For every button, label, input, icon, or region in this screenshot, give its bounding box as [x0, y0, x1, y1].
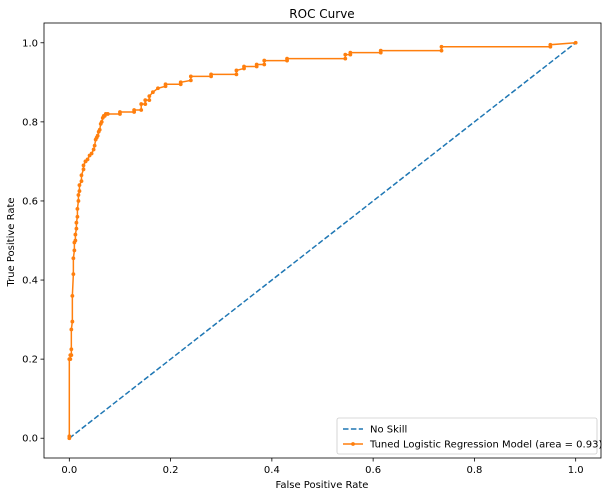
- data-point: [262, 58, 267, 63]
- legend: No Skill Tuned Logistic Regression Model …: [336, 417, 602, 455]
- data-point: [92, 143, 97, 148]
- axes: 0.0 0.2 0.4 0.6 0.8 1.0 0.0 0.2 0.4 0.6 0.8 1.0: [22, 22, 602, 476]
- x-tick-label: 0.0: [61, 465, 77, 476]
- data-point: [89, 151, 94, 156]
- x-tick-label: 0.8: [466, 465, 482, 476]
- data-point: [73, 232, 78, 237]
- data-point: [143, 102, 148, 106]
- data-point: [285, 56, 289, 61]
- legend-entry-label: No Skill: [370, 425, 407, 436]
- data-point: [262, 62, 267, 67]
- data-point: [348, 50, 353, 55]
- plot-area: [67, 40, 578, 441]
- data-point: [105, 112, 110, 116]
- data-point: [97, 127, 102, 132]
- y-tick-label: 0.0: [22, 434, 38, 445]
- data-point: [178, 80, 183, 85]
- data-point: [156, 86, 160, 91]
- data-point: [75, 206, 80, 211]
- legend-box: [336, 417, 598, 455]
- x-tick-label: 0.6: [365, 465, 381, 476]
- data-point: [139, 102, 144, 106]
- data-point: [79, 173, 84, 178]
- data-point: [343, 52, 348, 57]
- data-point: [188, 78, 193, 83]
- legend-entry-label: Tuned Logistic Regression Model (area = …: [369, 440, 602, 451]
- data-point: [71, 256, 76, 261]
- data-point: [79, 179, 84, 184]
- data-point: [242, 64, 246, 69]
- data-point: [73, 238, 78, 243]
- axes-frame: [43, 22, 602, 459]
- data-point: [67, 434, 72, 439]
- data-point: [71, 272, 76, 277]
- data-point: [70, 293, 75, 298]
- data-point: [378, 48, 383, 53]
- data-point: [85, 157, 90, 162]
- data-point: [72, 248, 77, 253]
- y-tick-label: 0.4: [22, 276, 38, 287]
- x-axis-label: False Positive Rate: [276, 480, 369, 491]
- data-point: [548, 42, 553, 47]
- data-point: [69, 347, 74, 352]
- data-point: [139, 108, 144, 112]
- data-point: [68, 357, 73, 362]
- data-point: [209, 72, 214, 77]
- data-point: [76, 199, 81, 203]
- y-tick-label: 0.2: [22, 355, 38, 366]
- data-point: [132, 108, 137, 112]
- data-point: [76, 193, 81, 197]
- data-point: [150, 90, 155, 95]
- data-point: [69, 327, 74, 332]
- series-line-no-skill: [68, 42, 577, 439]
- data-point: [254, 62, 259, 67]
- data-point: [147, 94, 152, 99]
- data-point: [99, 119, 104, 124]
- y-tick-label: 0.8: [22, 117, 38, 128]
- data-point: [75, 214, 80, 219]
- data-point: [573, 40, 578, 45]
- y-tick-label: 1.0: [22, 38, 38, 49]
- data-point: [81, 167, 86, 172]
- data-point: [163, 82, 168, 87]
- x-tick-label: 1.0: [568, 465, 584, 476]
- data-point: [439, 48, 444, 53]
- data-point: [143, 98, 148, 103]
- data-point: [118, 110, 122, 114]
- data-point: [77, 183, 82, 188]
- data-point: [95, 133, 100, 138]
- data-point: [188, 74, 193, 79]
- data-point: [74, 226, 79, 231]
- data-point: [147, 98, 152, 103]
- data-point: [234, 72, 239, 77]
- data-point: [74, 220, 79, 225]
- data-point: [91, 147, 96, 152]
- data-point: [77, 189, 82, 193]
- chart-title: ROC Curve: [289, 7, 354, 21]
- data-point: [81, 163, 86, 168]
- data-point: [234, 68, 239, 73]
- data-point: [439, 44, 444, 49]
- y-axis-label: True Positive Rate: [6, 197, 17, 287]
- data-point: [343, 56, 348, 61]
- y-tick-label: 0.6: [22, 196, 38, 207]
- x-tick-label: 0.4: [264, 465, 280, 476]
- data-point: [70, 319, 75, 324]
- legend-marker: [351, 442, 355, 446]
- data-point: [69, 353, 74, 358]
- x-tick-label: 0.2: [163, 465, 179, 476]
